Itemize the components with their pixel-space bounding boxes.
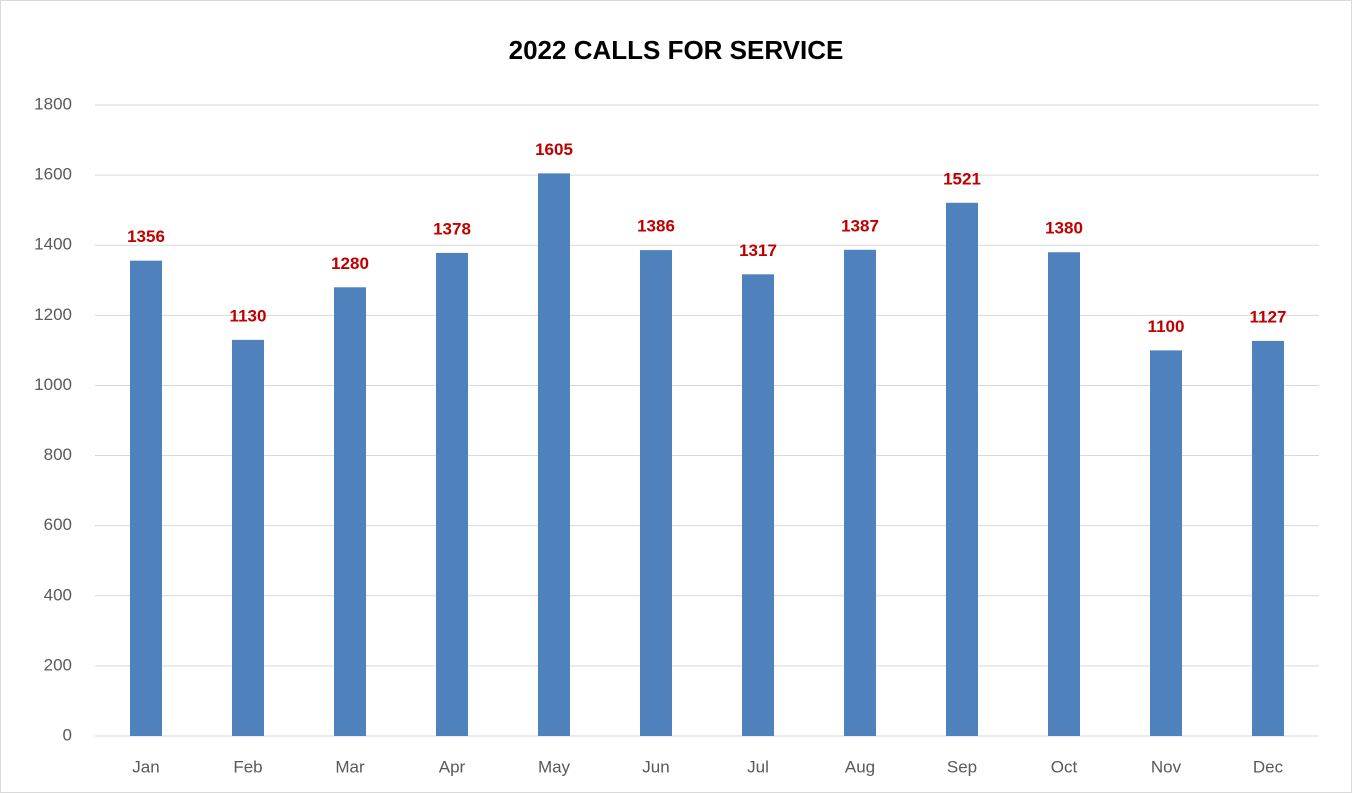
data-label: 1280 — [331, 254, 369, 273]
bar — [844, 249, 876, 736]
y-tick-label: 1200 — [34, 305, 72, 324]
x-tick-label: Jan — [132, 757, 159, 776]
bar — [1252, 340, 1284, 736]
bar — [436, 252, 468, 736]
x-tick-label: Mar — [335, 757, 365, 776]
y-tick-label: 1400 — [34, 235, 72, 254]
data-label: 1130 — [230, 306, 267, 325]
y-tick-label: 600 — [44, 515, 72, 534]
y-tick-label: 400 — [44, 585, 72, 604]
data-label: 1127 — [1250, 307, 1287, 326]
y-tick-label: 800 — [44, 445, 72, 464]
data-label: 1100 — [1148, 317, 1185, 336]
x-tick-label: Jul — [747, 757, 769, 776]
bar — [232, 339, 264, 736]
data-label: 1317 — [739, 241, 777, 260]
data-label: 1380 — [1045, 219, 1083, 238]
y-tick-label: 1600 — [34, 165, 72, 184]
x-tick-label: Feb — [233, 757, 262, 776]
chart-title: 2022 CALLS FOR SERVICE — [509, 35, 844, 65]
x-tick-label: Jun — [642, 757, 669, 776]
bar — [1150, 350, 1182, 736]
x-tick-label: Sep — [947, 757, 977, 776]
data-label: 1356 — [127, 227, 165, 246]
bar — [946, 202, 978, 736]
bar — [334, 287, 366, 736]
bar — [640, 250, 672, 736]
data-label: 1387 — [841, 216, 879, 235]
bar — [1048, 252, 1080, 736]
x-tick-label: Apr — [439, 757, 466, 776]
bar — [538, 173, 570, 736]
data-label: 1386 — [637, 217, 675, 236]
data-label: 1605 — [535, 140, 573, 159]
x-tick-label: May — [538, 757, 571, 776]
y-tick-label: 1000 — [34, 375, 72, 394]
data-label: 1521 — [943, 169, 981, 188]
y-tick-label: 0 — [63, 725, 72, 744]
bar — [742, 274, 774, 736]
data-label: 1378 — [433, 219, 471, 238]
bar — [130, 260, 162, 736]
x-tick-label: Nov — [1151, 757, 1182, 776]
x-tick-label: Oct — [1051, 757, 1078, 776]
x-tick-label: Dec — [1253, 757, 1284, 776]
x-tick-label: Aug — [845, 757, 875, 776]
y-tick-label: 1800 — [34, 94, 72, 113]
y-tick-label: 200 — [44, 655, 72, 674]
